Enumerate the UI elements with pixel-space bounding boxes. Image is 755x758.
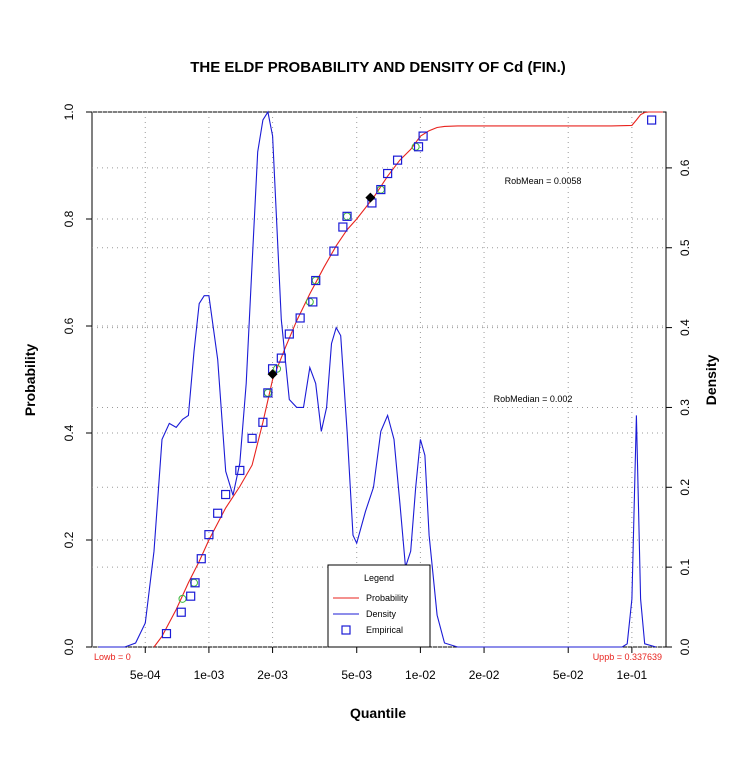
empirical-point [196,554,206,564]
empirical-point [311,275,321,286]
empirical-point [235,465,245,476]
empirical-point [258,417,268,427]
probability-line [153,111,663,648]
y-tick-label-left: 0.4 [62,424,76,441]
y-tick-label-left: 0.8 [62,210,76,227]
y-tick-label-right: 0.4 [678,319,692,336]
x-tick-label: 2e-03 [257,668,288,682]
y-tick-label-left: 0.6 [62,317,76,334]
y-tick-label-right: 0.2 [678,479,692,496]
fitted-point [305,297,314,306]
empirical-point [190,578,200,588]
empirical-point [413,142,424,152]
empirical-point [204,530,214,540]
empirical-point [338,222,348,232]
y-tick-label-left: 1.0 [62,103,76,120]
robust-marker [365,192,376,203]
empirical-point [647,115,657,125]
empirical-point [263,388,273,398]
y-axis-label-right: Density [703,355,719,406]
fitted-point [178,594,187,603]
legend-label: Empirical [366,625,403,635]
legend-label: Density [366,609,397,619]
x-tick-label: 2e-02 [469,668,500,682]
x-tick-label: 1e-02 [405,668,436,682]
empirical-point [186,591,196,601]
y-axis-label-left: Probability [22,344,38,417]
fitted-point [263,388,272,397]
x-tick-label: 5e-02 [553,668,584,682]
density-line [98,110,657,648]
robmean-annotation: RobMean = 0.0058 [505,176,582,186]
y-tick-label-right: 0.0 [678,638,692,655]
legend: Legend Probability Density Empirical [327,564,431,648]
x-tick-label: 5e-04 [130,668,161,682]
y-tick-label-right: 0.3 [678,399,692,416]
axes: 5e-04 1e-03 2e-03 5e-03 1e-02 2e-02 5e-02 1e-01… [22,103,719,721]
legend-label: Probability [366,593,409,603]
annotations: RobMean = 0.0058 RobMedian = 0.002 Lowb = … [94,176,662,662]
robust-marker [267,369,278,380]
chart-title: THE ELDF PROBABILITY AND DENSITY OF Cd (… [190,59,566,76]
series [98,110,663,648]
empirical-point [221,489,231,500]
legend-title: Legend [364,573,394,583]
robmedian-annotation: RobMedian = 0.002 [494,394,573,404]
empirical-point [383,168,393,179]
grid [92,111,666,648]
legend-box [327,564,431,648]
empirical-point [376,184,386,195]
empirical-point [295,313,305,323]
x-tick-label: 1e-01 [617,668,648,682]
y-tick-label-right: 0.5 [678,239,692,256]
empirical-point [276,353,286,363]
legend-swatch-square [341,625,351,635]
empirical-point [418,131,428,141]
y-tick-label-right: 0.6 [678,159,692,176]
x-tick-label: 5e-03 [341,668,372,682]
empirical-point [176,607,186,617]
lowb-annotation: Lowb = 0 [94,652,131,662]
empirical-point [342,211,352,221]
x-axis-label: Quantile [350,705,406,721]
empirical-point [247,433,257,443]
empirical-point [213,508,223,518]
uppb-annotation: Uppb = 0.337639 [593,652,662,662]
x-tick-label: 1e-03 [194,668,225,682]
empirical-point [329,246,339,256]
y-tick-label-right: 0.1 [678,558,692,575]
empirical-point [308,297,318,307]
empirical-point [161,629,172,639]
empirical-point [284,329,294,339]
y-tick-label-left: 0.2 [62,531,76,548]
y-tick-label-left: 0.0 [62,638,76,655]
empirical-point [392,155,403,165]
